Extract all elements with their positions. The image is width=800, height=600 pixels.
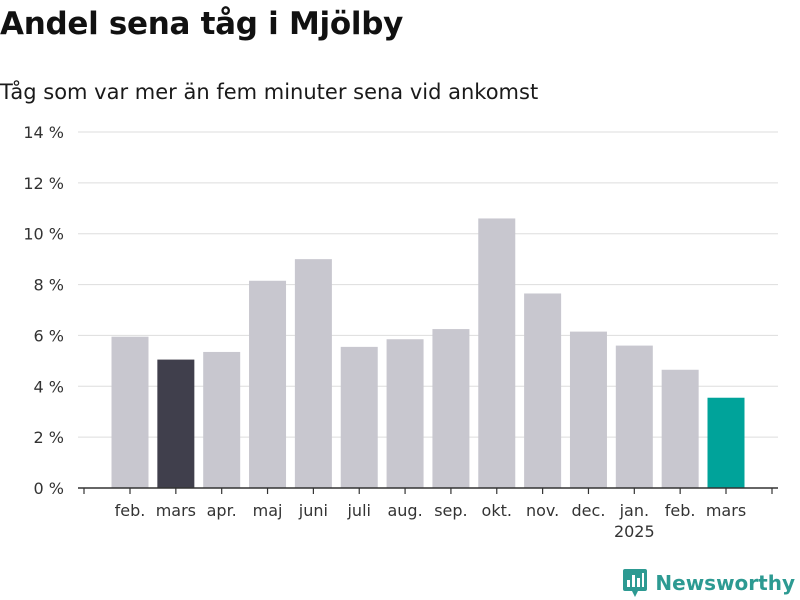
brand-name: Newsworthy	[655, 571, 795, 595]
x-tick-label: nov.	[526, 501, 559, 520]
bar[interactable]	[157, 359, 195, 488]
bar[interactable]	[340, 346, 378, 488]
x-tick-label: feb.	[115, 501, 146, 520]
bar[interactable]	[707, 397, 745, 488]
y-tick-label: 6 %	[34, 326, 64, 345]
x-tick-label: aug.	[387, 501, 422, 520]
bar[interactable]	[111, 336, 149, 488]
brand-logo[interactable]: Newsworthy	[622, 568, 795, 598]
y-tick-label: 14 %	[23, 123, 64, 142]
bar[interactable]	[249, 280, 287, 488]
x-tick-label: juli	[346, 501, 370, 520]
x-tick-sublabel: 2025	[614, 522, 655, 541]
x-tick-label: okt.	[482, 501, 512, 520]
bar[interactable]	[432, 329, 470, 488]
chart-title: Andel sena tåg i Mjölby	[0, 6, 403, 42]
x-tick-label: maj	[253, 501, 283, 520]
y-tick-label: 2 %	[34, 428, 64, 447]
x-tick-label: dec.	[572, 501, 606, 520]
bar[interactable]	[569, 331, 607, 488]
bar[interactable]	[478, 218, 516, 488]
y-tick-label: 12 %	[23, 174, 64, 193]
x-tick-label: jan.	[619, 501, 649, 520]
x-tick-label: mars	[156, 501, 196, 520]
x-tick-label: apr.	[207, 501, 237, 520]
bar[interactable]	[386, 339, 424, 488]
x-tick-label: sep.	[434, 501, 467, 520]
x-tick-label: mars	[706, 501, 746, 520]
bar-chart-pin-icon	[623, 569, 648, 597]
x-tick-label: feb.	[665, 501, 696, 520]
y-tick-label: 8 %	[34, 276, 64, 295]
bar-chart: 0 % 2 % 4 % 6 % 8 % 10 % 12 % 14 % feb. mars apr. m…	[23, 123, 778, 541]
chart-subtitle: Tåg som var mer än fem minuter sena vid …	[0, 80, 539, 104]
x-tick-label: juni	[298, 501, 328, 520]
bar[interactable]	[203, 351, 241, 488]
bar[interactable]	[294, 259, 332, 488]
y-tick-label: 10 %	[23, 225, 64, 244]
bar[interactable]	[661, 369, 699, 488]
bar[interactable]	[615, 345, 653, 488]
y-tick-label: 4 %	[34, 377, 64, 396]
y-tick-label: 0 %	[34, 479, 64, 498]
bar[interactable]	[524, 293, 562, 488]
